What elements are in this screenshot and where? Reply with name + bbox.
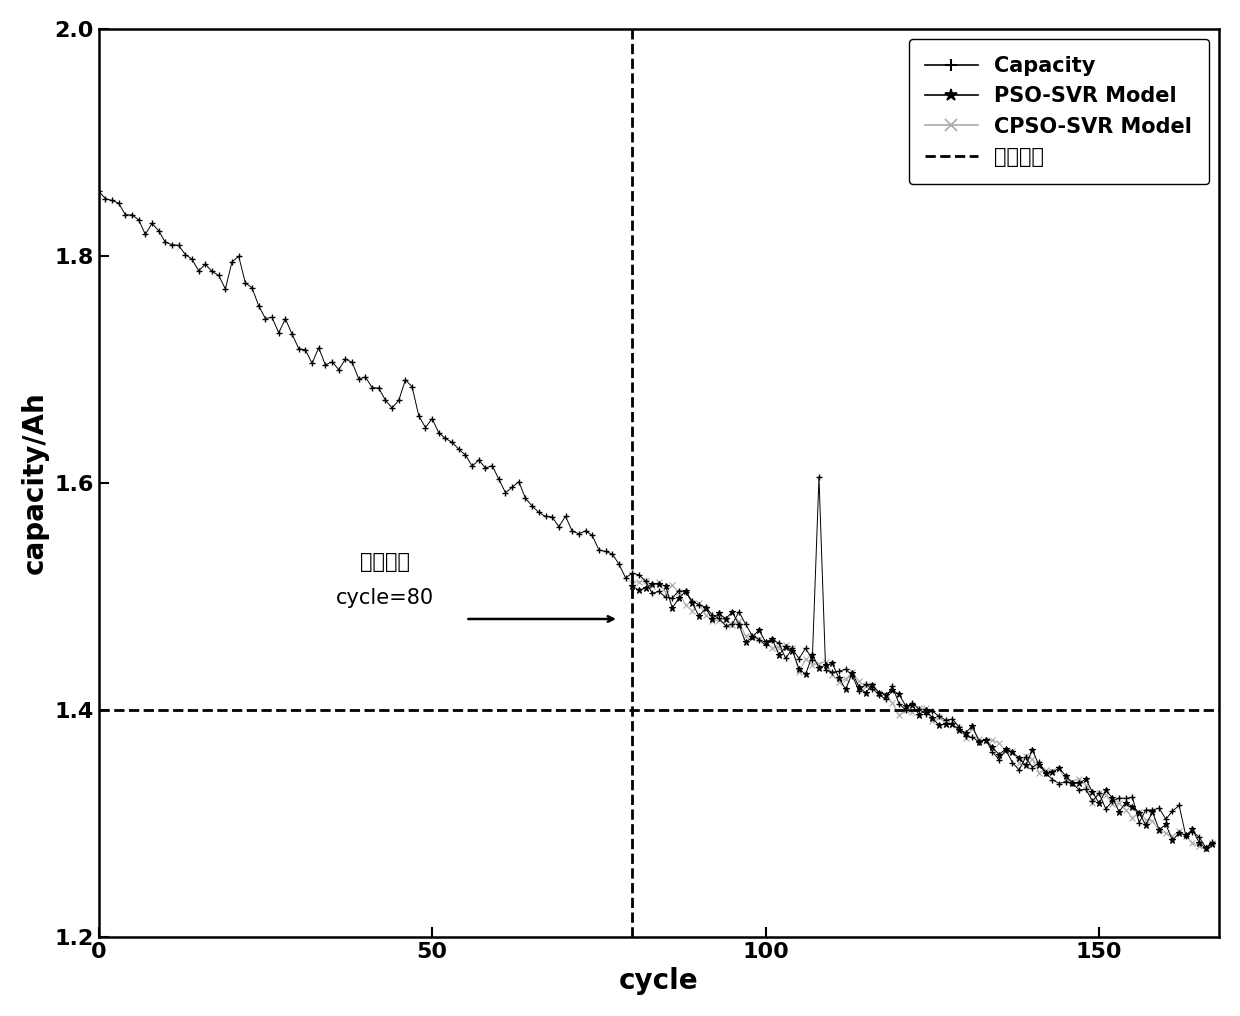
Capacity (1205, 836, 1220, 848)
Line: Capacity: Capacity (95, 188, 1216, 851)
CPSO-SVR Model (639, 575, 653, 587)
PSO-SVR Model (919, 703, 934, 715)
Line: PSO-SVR Model: PSO-SVR Model (629, 580, 1216, 851)
CPSO-SVR Model (1085, 797, 1100, 809)
Text: 预测起点: 预测起点 (361, 552, 410, 572)
Capacity (92, 185, 107, 197)
Capacity (412, 409, 427, 422)
PSO-SVR Model (791, 662, 806, 675)
PSO-SVR Model (1198, 842, 1213, 854)
Capacity (291, 342, 306, 355)
PSO-SVR Model (645, 578, 660, 590)
PSO-SVR Model (799, 669, 813, 681)
CPSO-SVR Model (972, 733, 987, 745)
CPSO-SVR Model (625, 577, 640, 589)
PSO-SVR Model (1085, 785, 1100, 798)
Capacity (1198, 841, 1213, 853)
PSO-SVR Model (1205, 837, 1220, 849)
CPSO-SVR Model (1198, 842, 1213, 854)
Legend: Capacity, PSO-SVR Model, CPSO-SVR Model, 失效阀值: Capacity, PSO-SVR Model, CPSO-SVR Model,… (909, 40, 1209, 184)
Line: CPSO-SVR Model: CPSO-SVR Model (630, 578, 1215, 851)
Capacity (978, 734, 993, 746)
PSO-SVR Model (972, 736, 987, 748)
Capacity (745, 630, 760, 642)
Y-axis label: capacity/Ah: capacity/Ah (21, 391, 48, 574)
PSO-SVR Model (639, 582, 653, 594)
Capacity (471, 454, 486, 466)
PSO-SVR Model (625, 580, 640, 592)
X-axis label: cycle: cycle (619, 967, 698, 995)
Capacity (725, 619, 740, 631)
CPSO-SVR Model (1205, 837, 1220, 849)
CPSO-SVR Model (645, 580, 660, 592)
Text: cycle=80: cycle=80 (336, 588, 434, 609)
CPSO-SVR Model (791, 666, 806, 679)
CPSO-SVR Model (799, 652, 813, 664)
CPSO-SVR Model (919, 702, 934, 714)
